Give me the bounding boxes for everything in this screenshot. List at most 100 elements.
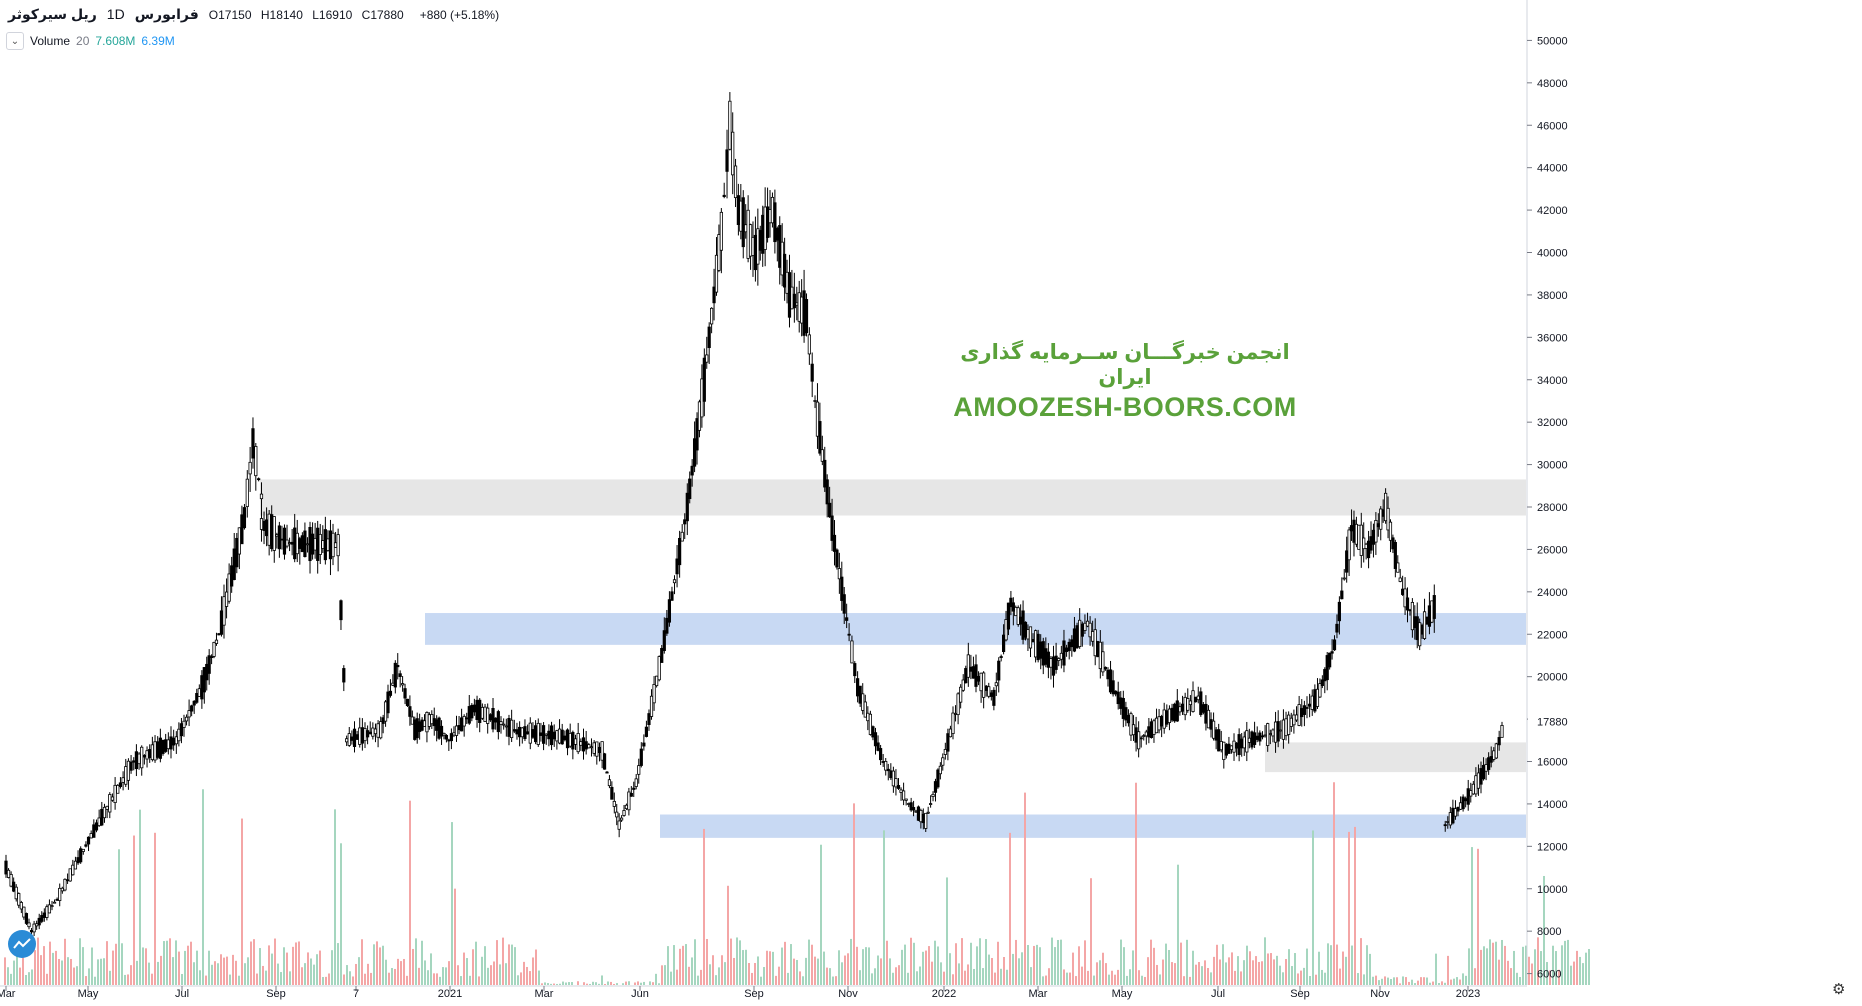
volume-bar: [793, 958, 795, 985]
volume-bar: [1306, 948, 1308, 985]
volume-bar: [1051, 937, 1053, 985]
candle-body: [197, 688, 201, 697]
volume-bar: [82, 947, 84, 985]
interval-label[interactable]: 1D: [106, 6, 125, 22]
candle-body: [1432, 595, 1436, 619]
candle-body: [124, 766, 128, 785]
volume-bar: [784, 941, 786, 985]
volume-bar: [1243, 960, 1245, 985]
volume-bar: [169, 938, 171, 985]
candle-body: [9, 874, 13, 887]
volume-bar: [373, 944, 375, 985]
candle-body: [997, 660, 1001, 681]
candle-body: [264, 519, 269, 537]
volume-bar: [826, 967, 828, 985]
volume-bar: [553, 983, 555, 985]
volume-bar: [1567, 939, 1569, 985]
candle-body: [899, 789, 903, 793]
candle-body: [1011, 602, 1015, 612]
time-tick-label: May: [1112, 988, 1133, 1000]
volume-bar: [172, 957, 174, 985]
candle-body: [1083, 622, 1087, 631]
candle-body: [251, 428, 255, 459]
volume-bar: [532, 957, 534, 985]
volume-bar: [1072, 952, 1074, 985]
candle-body: [452, 732, 456, 736]
candle-body: [1484, 764, 1488, 772]
volume-bar: [730, 938, 732, 985]
candle-body: [504, 725, 508, 728]
volume-bar: [1069, 972, 1071, 985]
volume-bar: [1084, 940, 1086, 985]
volume-bar: [244, 963, 246, 985]
chevron-down-icon[interactable]: ⌄: [6, 32, 24, 50]
volume-bar: [502, 937, 504, 985]
candle-body: [1340, 590, 1344, 600]
volume-bar: [322, 976, 324, 985]
volume-bar: [1339, 968, 1341, 985]
zone-blue-1: [425, 613, 1526, 645]
candle-body: [300, 535, 304, 553]
price-tick-label: 34000: [1537, 375, 1568, 387]
time-tick-label: Mar: [535, 988, 554, 1000]
volume-bar: [400, 961, 402, 985]
candle-body: [142, 754, 146, 758]
candle-body: [1222, 741, 1226, 761]
volume-indicator-name[interactable]: Volume: [30, 34, 71, 48]
candle-body: [571, 731, 575, 750]
candle-body: [712, 286, 716, 304]
price-tick-label: 46000: [1537, 120, 1568, 132]
volume-bar: [466, 958, 468, 985]
tradingview-logo-icon[interactable]: [8, 930, 36, 958]
symbol-name[interactable]: ریل سیرکوثر: [8, 6, 97, 22]
candle-body: [1474, 775, 1478, 795]
volume-bar: [442, 967, 444, 985]
time-tick-label: May: [78, 988, 99, 1000]
volume-bar: [1498, 959, 1500, 985]
volume-bar: [1480, 949, 1482, 985]
candle-body: [1337, 601, 1341, 622]
candle-body: [1500, 725, 1504, 738]
candle-body: [460, 717, 464, 732]
candle-body: [308, 526, 312, 562]
volume-bar: [1189, 976, 1191, 985]
candle-body: [810, 363, 814, 382]
candle-body: [161, 739, 165, 754]
candle-body: [1260, 735, 1265, 738]
volume-bar: [583, 982, 585, 985]
candle-body: [1149, 721, 1154, 738]
candle-body: [526, 731, 530, 735]
candle-body: [84, 844, 88, 847]
candle-body: [856, 678, 860, 697]
candle-body: [192, 700, 196, 706]
volume-bar: [925, 950, 927, 985]
candle-body: [853, 663, 857, 677]
volume-bar: [1405, 977, 1407, 985]
volume-bar: [295, 942, 297, 985]
candle-body: [150, 744, 154, 761]
candle-body: [573, 738, 578, 745]
volume-bar: [448, 961, 450, 985]
candle-body: [1245, 730, 1249, 753]
candle-body: [1178, 706, 1182, 713]
candle-body: [1255, 735, 1259, 740]
candle-body: [1188, 700, 1192, 705]
volume-bar: [487, 967, 489, 985]
candle-body: [1093, 629, 1097, 657]
candle-body: [1137, 731, 1141, 750]
candle-body: [1016, 607, 1020, 625]
candle-body: [89, 833, 93, 839]
price-tick-label: 12000: [1537, 841, 1568, 853]
candle-body: [1080, 623, 1084, 637]
volume-bar: [1345, 956, 1347, 985]
volume-bar: [208, 950, 210, 985]
volume-bar: [922, 951, 924, 985]
candle-body: [230, 565, 234, 587]
candle-body: [894, 778, 898, 788]
gear-icon[interactable]: ⚙: [1832, 981, 1846, 998]
volume-bar: [571, 982, 573, 985]
volume-bar: [157, 961, 159, 985]
candle-body: [589, 746, 594, 749]
